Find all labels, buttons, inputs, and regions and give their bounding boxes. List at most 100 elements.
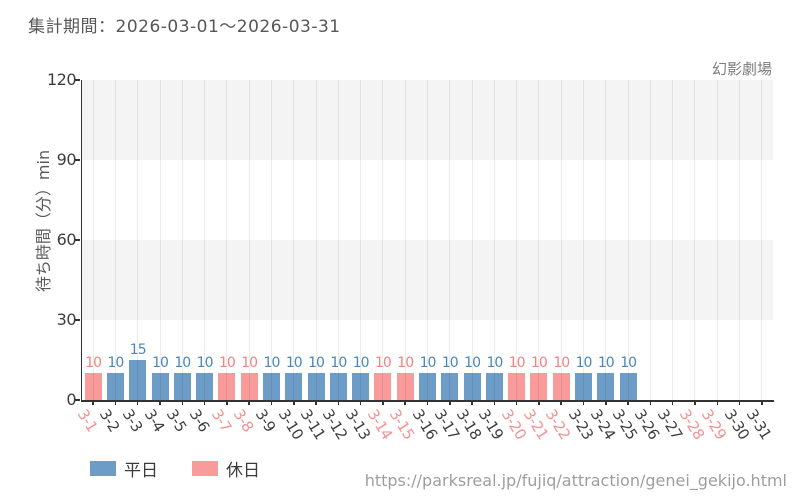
legend-weekday-label: 平日 <box>124 461 158 481</box>
bar-value-3-13: 10 <box>352 355 370 372</box>
bar-3-9 <box>262 373 280 400</box>
x-tick-3-1 <box>92 400 94 405</box>
x-tick-3-13 <box>359 400 362 405</box>
bar-value-3-1: 10 <box>85 355 102 372</box>
gridline-3-8 <box>248 80 250 400</box>
x-tick-3-19 <box>493 400 496 405</box>
gridline-3-23 <box>583 80 585 400</box>
bar-value-3-16: 10 <box>419 355 437 372</box>
gridline-3-11 <box>315 80 317 400</box>
gridline-3-15 <box>404 80 406 400</box>
x-tick-3-10 <box>293 400 295 405</box>
gridline-3-20 <box>516 80 518 400</box>
bar-value-3-17: 10 <box>441 355 459 372</box>
x-tick-3-31 <box>761 400 763 405</box>
x-tick-3-7 <box>226 400 228 405</box>
x-label-3-6: 3-6 <box>185 406 213 436</box>
bar-3-10 <box>285 373 303 400</box>
gridline-3-5 <box>181 80 183 400</box>
x-tick-3-30 <box>738 400 741 405</box>
gridline-3-3 <box>137 80 139 400</box>
x-tick-3-17 <box>449 400 451 405</box>
x-tick-3-3 <box>136 400 139 405</box>
bar-3-11 <box>307 373 325 400</box>
bar-value-3-8: 10 <box>241 355 258 372</box>
gridline-3-2 <box>114 80 116 400</box>
gridline-3-13 <box>360 80 362 400</box>
x-tick-3-6 <box>203 400 206 405</box>
x-tick-3-9 <box>270 400 273 405</box>
gridline-3-25 <box>627 80 629 400</box>
bar-3-24 <box>597 373 615 400</box>
bar-value-3-19: 10 <box>486 355 503 372</box>
bar-value-3-24: 10 <box>597 355 615 372</box>
x-tick-3-24 <box>605 400 607 405</box>
x-label-3-5: 3-5 <box>163 406 191 436</box>
y-tick-90 <box>75 159 80 161</box>
bar-3-12 <box>329 373 347 400</box>
bar-value-3-7: 10 <box>218 355 236 372</box>
x-tick-3-23 <box>582 400 585 405</box>
bar-value-3-21: 10 <box>531 355 548 372</box>
bar-3-3 <box>129 360 147 400</box>
bar-value-3-2: 10 <box>107 355 125 372</box>
x-tick-3-25 <box>627 400 629 405</box>
y-label-120: 120 <box>46 70 77 89</box>
bar-3-8 <box>240 373 258 400</box>
x-tick-3-22 <box>560 400 562 405</box>
x-tick-3-21 <box>538 400 540 405</box>
y-axis-line <box>80 80 82 401</box>
gridline-3-26 <box>649 80 651 400</box>
x-label-3-9: 3-9 <box>252 406 280 436</box>
gridline-3-30 <box>739 80 741 400</box>
x-label-3-8: 3-8 <box>229 406 258 436</box>
x-label-3-2: 3-2 <box>96 406 124 436</box>
bar-value-3-9: 10 <box>263 355 281 372</box>
bar-value-3-10: 10 <box>285 355 303 372</box>
x-tick-3-8 <box>248 400 250 405</box>
bar-3-20 <box>508 373 526 400</box>
bar-3-22 <box>552 373 570 400</box>
bar-value-3-18: 10 <box>464 355 481 372</box>
bar-value-3-23: 10 <box>575 355 593 372</box>
legend-weekday-swatch <box>90 461 116 476</box>
bar-3-14 <box>374 373 392 400</box>
gridline-3-4 <box>159 80 161 400</box>
gridline-3-9 <box>270 80 272 400</box>
bar-3-19 <box>485 373 503 400</box>
bar-value-3-15: 10 <box>397 355 414 372</box>
legend-holiday-swatch <box>192 461 218 476</box>
legend-holiday-label: 休日 <box>226 461 260 481</box>
gridline-3-16 <box>427 80 428 400</box>
x-tick-3-26 <box>649 400 652 405</box>
bar-3-21 <box>530 373 548 400</box>
x-tick-3-20 <box>515 400 518 405</box>
x-tick-3-5 <box>181 400 184 405</box>
legend: 平日 休日 <box>90 456 260 481</box>
bar-3-6 <box>196 373 214 400</box>
bar-value-3-25: 10 <box>620 355 637 372</box>
y-tick-30 <box>75 319 80 321</box>
report-period-title: 集計期間：2026-03-01～2026-03-31 <box>28 17 341 37</box>
gridline-3-17 <box>449 80 451 400</box>
x-tick-3-29 <box>716 400 719 405</box>
gridline-3-12 <box>337 80 339 400</box>
y-tick-0 <box>75 399 80 401</box>
x-tick-3-12 <box>337 400 340 405</box>
bar-3-13 <box>352 373 370 400</box>
gridline-3-27 <box>672 80 674 400</box>
gridline-3-28 <box>694 80 696 400</box>
bar-3-17 <box>441 373 459 400</box>
bar-3-23 <box>575 373 593 400</box>
x-tick-3-11 <box>315 400 317 405</box>
x-tick-3-4 <box>159 400 161 405</box>
plot-area: 10 3-1 10 3-2 15 3-3 10 3-4 10 3-5 10 3-6 10 3-7 10 3-8… <box>74 80 775 443</box>
gridline-3-1 <box>92 80 94 400</box>
attraction-name: 幻影劇場 <box>711 60 772 78</box>
y-label-90: 90 <box>56 150 77 169</box>
source-url: https://parksreal.jp/fujiq/attraction/ge… <box>364 471 787 490</box>
x-tick-3-2 <box>114 400 117 405</box>
y-tick-60 <box>75 239 80 241</box>
bar-value-3-14: 10 <box>374 355 392 372</box>
gridline-3-31 <box>761 80 763 400</box>
